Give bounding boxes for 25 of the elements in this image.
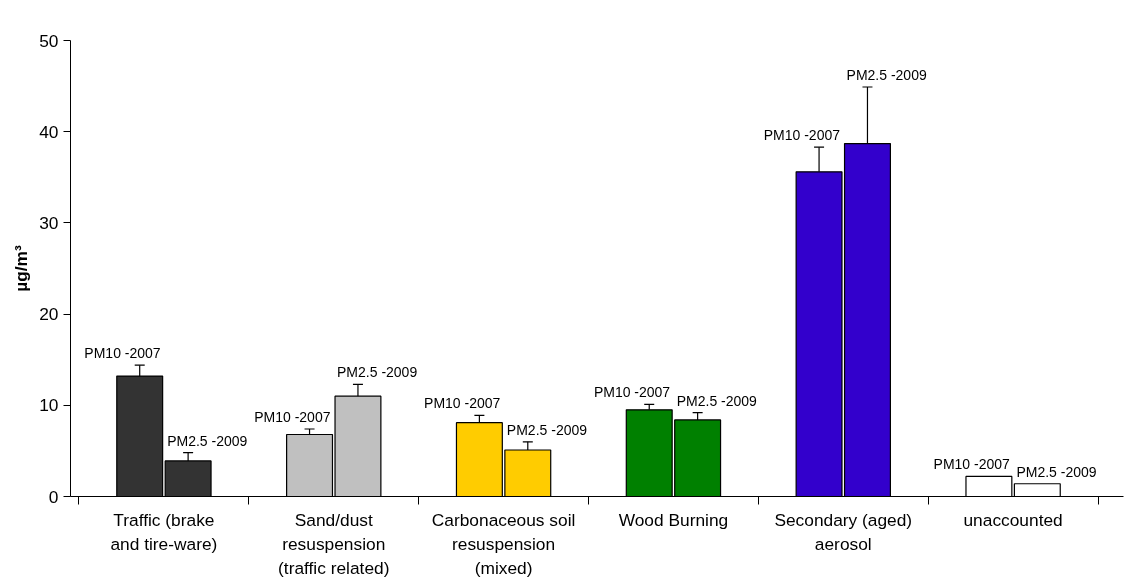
- x-tick-label: Sand/dust resuspension (traffic related): [278, 509, 390, 578]
- y-axis-title: µg/m³: [11, 244, 32, 292]
- y-tick-label: 40: [39, 121, 59, 142]
- x-tick-label: Wood Burning: [618, 509, 729, 530]
- text: PM2.5 -2009: [506, 421, 588, 438]
- text: PM10 -2007: [593, 384, 671, 401]
- text: PM2.5 -2009: [846, 67, 927, 84]
- text: PM2.5 -2009: [676, 392, 757, 409]
- y-tick-label: 50: [39, 30, 59, 51]
- x-tick-label: Secondary (aged) aerosol: [774, 509, 913, 554]
- y-tick-label: 0: [48, 486, 59, 507]
- text: PM10 -2007: [254, 409, 331, 426]
- text: PM10 -2007: [84, 345, 161, 362]
- y-tick-label: 10: [39, 395, 59, 416]
- x-tick-label: Carbonaceous soil resuspension (mixed): [431, 509, 576, 578]
- series-label: PM2.5 -2009: [1016, 463, 1097, 480]
- x-tick-label: Traffic (brake and tire-ware): [110, 509, 218, 554]
- series-label: PM10 -2007: [933, 456, 1011, 473]
- y-tick-label: 20: [39, 304, 59, 325]
- text: PM2.5 -2009: [167, 432, 248, 449]
- text: PM10 -2007: [763, 127, 841, 144]
- y-tick-label: 30: [39, 212, 59, 233]
- x-tick-label: unaccounted: [963, 509, 1063, 530]
- text: PM10 -2007: [424, 395, 501, 412]
- text: PM2.5 -2009: [337, 364, 418, 381]
